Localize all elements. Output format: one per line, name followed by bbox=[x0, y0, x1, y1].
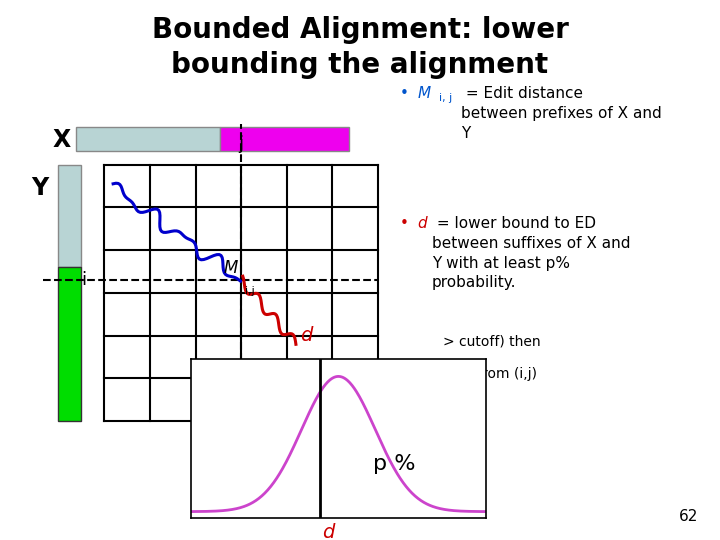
Text: i,j: i,j bbox=[245, 286, 255, 295]
Text: M: M bbox=[223, 259, 238, 278]
Text: X: X bbox=[52, 129, 71, 152]
Text: Bounded Alignment: lower
bounding the alignment: Bounded Alignment: lower bounding the al… bbox=[152, 16, 568, 79]
Text: d: d bbox=[300, 326, 313, 345]
Text: p %: p % bbox=[372, 454, 415, 474]
Bar bbox=[58, 165, 81, 267]
Text: i: i bbox=[81, 271, 86, 289]
Text: •: • bbox=[400, 86, 418, 102]
Text: •: • bbox=[400, 216, 418, 231]
Text: Y: Y bbox=[31, 176, 48, 199]
Text: j: j bbox=[238, 135, 244, 153]
Text: M: M bbox=[418, 86, 431, 102]
Text: = Edit distance
between prefixes of X and
Y: = Edit distance between prefixes of X an… bbox=[461, 86, 662, 141]
Bar bbox=[220, 127, 349, 151]
Text: > cutoff) then: > cutoff) then bbox=[443, 335, 541, 349]
Text: ion exists from (i,j)
probability.: ion exists from (i,j) probability. bbox=[407, 367, 537, 400]
Bar bbox=[76, 127, 220, 151]
Text: i, j: i, j bbox=[439, 93, 452, 103]
Text: d: d bbox=[322, 523, 334, 540]
Text: 62: 62 bbox=[679, 509, 698, 524]
Text: d: d bbox=[418, 216, 427, 231]
Bar bbox=[58, 267, 81, 421]
Text: = lower bound to ED
between suffixes of X and
Y with at least p%
probability.: = lower bound to ED between suffixes of … bbox=[432, 216, 631, 291]
Text: entry (i,j): entry (i,j) bbox=[407, 421, 471, 435]
